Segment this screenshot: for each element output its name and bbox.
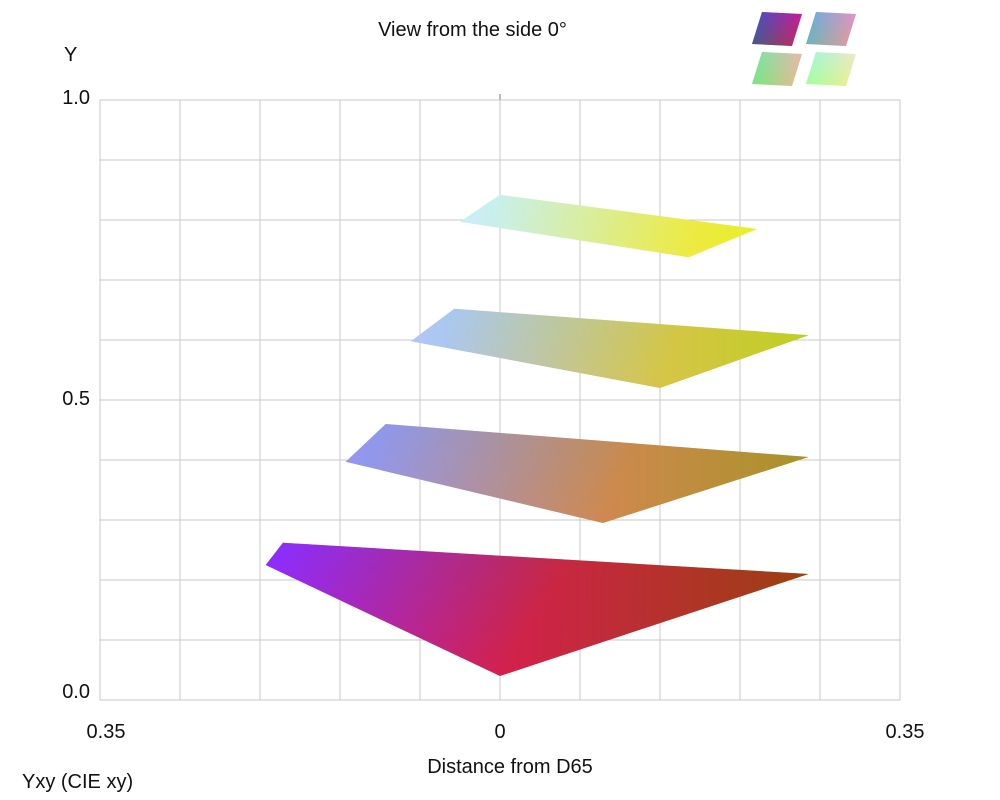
view-thumbnail — [752, 52, 802, 86]
gamut-slice — [410, 308, 809, 388]
x-tick-label: 0.35 — [86, 721, 126, 743]
gamut-slice — [265, 542, 809, 676]
view-thumbnail-overlay — [752, 12, 802, 46]
gamut-slice — [345, 424, 809, 523]
x-tick-label: 0 — [494, 721, 506, 743]
view-thumbnail — [806, 12, 856, 46]
y-tick-label: 0.5 — [62, 388, 90, 410]
gamut-slice-overlay — [345, 424, 809, 523]
gamut-slice-overlay — [265, 542, 809, 676]
y-tick-label: 0.0 — [62, 681, 90, 703]
x-axis-label: Distance from D65 — [427, 756, 593, 778]
view-thumbnails — [752, 12, 856, 86]
chart-title: View from the side 0° — [378, 19, 567, 41]
view-thumbnail-overlay — [752, 52, 802, 86]
gamut-slices — [265, 194, 809, 676]
y-axis-label: Y — [64, 44, 78, 66]
gamut-slice — [460, 194, 758, 258]
color-space-label: Yxy (CIE xy) — [22, 771, 134, 793]
view-thumbnail-overlay — [806, 52, 856, 86]
gamut-slice-overlay — [410, 308, 809, 388]
view-thumbnail-overlay — [806, 12, 856, 46]
x-tick-label: 0.35 — [885, 721, 925, 743]
y-tick-label: 1.0 — [62, 87, 90, 109]
view-thumbnail — [752, 12, 802, 46]
gamut-slice-overlay — [460, 194, 758, 258]
view-thumbnail — [806, 52, 856, 86]
